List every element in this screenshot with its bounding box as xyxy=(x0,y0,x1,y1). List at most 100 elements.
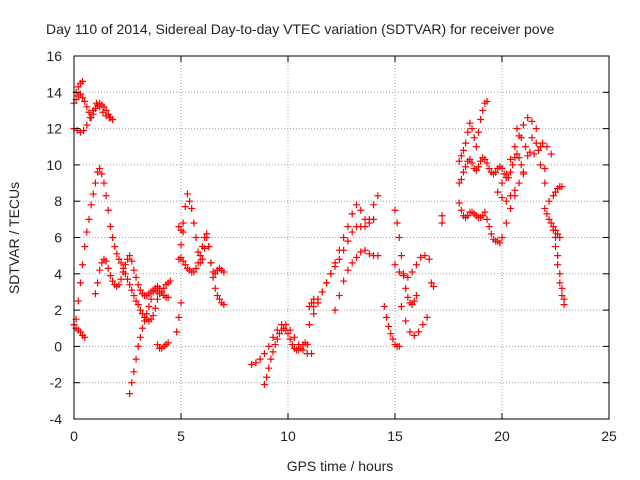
data-point xyxy=(166,277,174,285)
data-point xyxy=(134,301,142,309)
data-point xyxy=(74,297,82,305)
data-point xyxy=(198,255,206,263)
data-point xyxy=(410,297,418,305)
data-point xyxy=(147,295,155,303)
data-point xyxy=(290,333,298,341)
data-point xyxy=(361,246,369,254)
data-point xyxy=(370,201,378,209)
data-point xyxy=(179,257,187,265)
data-point xyxy=(81,243,89,251)
data-point xyxy=(194,259,202,267)
data-point xyxy=(213,292,221,300)
data-point xyxy=(545,215,553,223)
series-arc-ac xyxy=(498,125,553,205)
y-tick-label: 6 xyxy=(54,230,62,246)
data-point xyxy=(177,299,185,307)
data-point xyxy=(419,321,427,329)
data-point xyxy=(106,272,114,280)
data-point xyxy=(389,335,397,343)
data-point xyxy=(303,341,311,349)
series-arc-s xyxy=(391,206,420,309)
data-point xyxy=(192,264,200,272)
data-point xyxy=(472,166,480,174)
data-point xyxy=(134,342,142,350)
data-point xyxy=(552,234,559,241)
data-point xyxy=(532,139,540,147)
data-point xyxy=(76,279,84,287)
series-arc-g xyxy=(126,283,172,398)
data-point xyxy=(547,219,555,227)
data-point xyxy=(552,243,559,251)
data-point xyxy=(526,148,534,156)
data-point xyxy=(474,163,482,171)
data-points xyxy=(70,77,568,398)
data-point xyxy=(151,304,159,312)
data-point xyxy=(515,154,523,162)
data-point xyxy=(406,328,414,336)
data-point xyxy=(395,342,403,350)
data-point xyxy=(83,103,91,111)
series-arc-af xyxy=(541,204,564,241)
series-arc-a xyxy=(70,90,114,122)
data-point xyxy=(483,97,491,105)
data-point xyxy=(509,161,517,169)
data-point xyxy=(554,261,562,269)
data-point xyxy=(288,341,296,349)
data-point xyxy=(528,134,536,142)
data-point xyxy=(380,302,388,310)
data-point xyxy=(457,152,465,160)
data-point xyxy=(134,281,142,289)
series-arc-x xyxy=(438,212,446,227)
data-point xyxy=(404,293,412,301)
series-arc-h xyxy=(153,339,172,352)
data-point xyxy=(263,373,271,381)
y-tick-label: -4 xyxy=(50,411,63,427)
data-point xyxy=(468,159,476,167)
data-point xyxy=(136,333,144,341)
data-point xyxy=(153,341,161,349)
grid-lines xyxy=(74,56,609,419)
data-point xyxy=(128,379,136,387)
data-point xyxy=(412,292,420,300)
data-point xyxy=(558,292,566,300)
data-point xyxy=(400,272,408,280)
data-point xyxy=(483,215,491,223)
y-tick-label: 0 xyxy=(54,338,62,354)
data-point xyxy=(83,228,91,236)
series-arc-aa xyxy=(455,150,527,187)
data-point xyxy=(310,295,318,303)
data-point xyxy=(117,275,125,283)
data-point xyxy=(81,97,89,105)
data-point xyxy=(102,192,110,200)
data-point xyxy=(130,292,138,300)
data-point xyxy=(79,261,87,269)
data-point xyxy=(269,348,277,356)
chart-title: Day 110 of 2014, Sidereal Day-to-day VTE… xyxy=(46,21,555,37)
data-point xyxy=(201,234,209,241)
data-point xyxy=(408,301,416,309)
data-point xyxy=(73,126,81,134)
data-point xyxy=(374,252,382,260)
data-point xyxy=(483,159,491,167)
data-point xyxy=(87,201,95,209)
data-point xyxy=(109,116,117,124)
data-point xyxy=(109,234,117,241)
data-point xyxy=(216,295,224,303)
data-point xyxy=(205,243,213,251)
data-point xyxy=(537,143,545,151)
data-point xyxy=(462,139,470,147)
series-arc-ah xyxy=(549,226,568,309)
y-tick-label: 2 xyxy=(54,302,62,318)
data-point xyxy=(412,261,420,269)
series-arc-d xyxy=(70,321,89,341)
data-point xyxy=(479,212,487,220)
data-point xyxy=(136,286,144,294)
series-arc-w xyxy=(427,279,438,291)
data-point xyxy=(438,212,446,220)
series-arc-n xyxy=(260,324,311,389)
data-point xyxy=(96,266,104,274)
data-point xyxy=(524,152,532,160)
data-point xyxy=(541,179,549,187)
data-point xyxy=(156,284,164,292)
data-point xyxy=(109,277,117,285)
